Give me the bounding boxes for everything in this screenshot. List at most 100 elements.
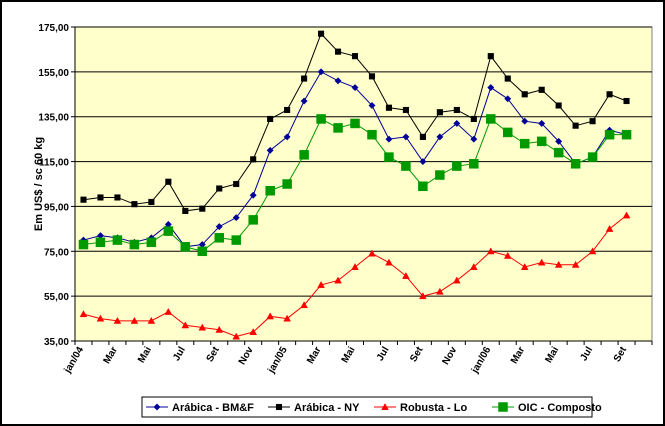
data-point-s3 <box>112 235 123 245</box>
legend-box <box>141 396 593 418</box>
legend-marker-0 <box>153 403 161 411</box>
data-point-s0 <box>419 158 427 166</box>
data-point-s1 <box>351 53 359 60</box>
data-point-s2 <box>317 281 325 288</box>
data-point-s2 <box>605 224 614 232</box>
data-point-s2 <box>554 260 563 268</box>
data-point-s2 <box>334 276 342 284</box>
data-point-s1 <box>216 185 223 192</box>
data-point-s3 <box>604 129 615 140</box>
data-point-s2 <box>588 247 597 255</box>
x-tick-label: jan/06 <box>469 345 493 376</box>
data-point-s0 <box>249 191 257 199</box>
data-point-s3 <box>536 136 547 147</box>
data-point-s1 <box>97 194 104 201</box>
y-tick-label: 35,00 <box>44 337 69 348</box>
data-point-s2 <box>571 260 580 268</box>
x-tick-label: Jul <box>578 345 595 363</box>
data-point-s1 <box>487 53 494 60</box>
data-point-s3 <box>350 118 360 129</box>
legend-label-3: OIC - Composto <box>518 402 602 414</box>
data-point-s2 <box>164 307 173 315</box>
data-point-s0 <box>504 95 512 103</box>
x-tick-label: Mar <box>102 345 120 366</box>
data-point-s1 <box>402 106 409 114</box>
data-point-s3 <box>469 159 479 169</box>
data-point-s0 <box>555 137 563 145</box>
data-point-s2 <box>113 316 122 324</box>
data-point-s1 <box>606 91 613 98</box>
data-point-s0 <box>385 135 393 143</box>
data-point-s3 <box>95 237 106 248</box>
legend-label-1: Arábica - NY <box>294 402 360 414</box>
data-point-s1 <box>114 194 121 201</box>
data-point-s2 <box>147 316 156 324</box>
plot-area <box>74 26 653 342</box>
data-point-s0 <box>368 101 376 110</box>
data-point-s3 <box>333 123 343 133</box>
data-point-s1 <box>148 198 155 205</box>
data-point-s3 <box>180 242 191 252</box>
data-point-s1 <box>521 91 528 98</box>
data-point-s1 <box>318 30 325 37</box>
data-point-s2 <box>96 314 105 322</box>
data-point-s1 <box>538 86 545 93</box>
data-point-s2 <box>368 249 376 257</box>
data-point-s0 <box>470 135 478 143</box>
data-point-s2 <box>486 247 495 255</box>
x-tick-label: jan/04 <box>62 345 86 376</box>
x-tick-label: Mai <box>543 345 561 365</box>
data-point-s3 <box>146 237 157 248</box>
data-point-s1 <box>301 75 308 82</box>
y-tick-label: 75,00 <box>44 247 69 258</box>
data-point-s1 <box>233 180 240 188</box>
data-point-s3 <box>587 152 598 162</box>
data-point-s2 <box>385 258 393 266</box>
data-point-s0 <box>266 146 274 154</box>
data-point-s1 <box>182 207 189 214</box>
data-point-s3 <box>553 147 564 158</box>
data-point-s1 <box>504 75 511 82</box>
y-tick-label: 175,00 <box>38 23 69 34</box>
data-point-s2 <box>130 316 139 324</box>
data-point-s2 <box>266 312 274 320</box>
data-point-s3 <box>78 239 89 250</box>
data-point-s1 <box>199 205 206 212</box>
data-point-s2 <box>469 263 478 270</box>
data-point-s3 <box>519 138 530 149</box>
data-point-s3 <box>163 226 174 236</box>
data-point-s0 <box>402 133 410 141</box>
data-point-s1 <box>334 48 342 55</box>
data-point-s3 <box>570 159 581 169</box>
data-point-s3 <box>231 235 241 245</box>
data-point-s2 <box>351 263 359 270</box>
data-point-s3 <box>401 161 411 171</box>
x-tick-label: Jul <box>375 345 392 363</box>
data-point-s3 <box>214 233 224 243</box>
data-point-s1 <box>419 133 426 140</box>
data-point-s1 <box>470 115 477 123</box>
data-point-s3 <box>621 129 632 140</box>
data-point-s2 <box>436 287 444 295</box>
legend-marker-1 <box>275 403 283 411</box>
data-point-s3 <box>197 246 208 257</box>
data-point-s3 <box>486 114 496 124</box>
legend-label-2: Robusta - Lo <box>400 402 467 414</box>
y-tick-label: 95,00 <box>44 202 69 213</box>
x-tick-label: Set <box>408 344 426 364</box>
data-point-s3 <box>248 215 258 225</box>
x-tick-label: Mai <box>136 345 154 365</box>
data-point-s1 <box>572 122 579 129</box>
data-point-s3 <box>367 129 377 140</box>
data-point-s0 <box>351 84 359 92</box>
data-point-s1 <box>623 97 630 105</box>
data-point-s2 <box>503 251 512 259</box>
data-point-s2 <box>198 323 207 331</box>
x-tick-label: Nov <box>237 345 256 367</box>
data-point-s2 <box>215 325 224 333</box>
data-point-s1 <box>80 196 87 203</box>
data-point-s2 <box>232 332 241 340</box>
data-point-s3 <box>265 185 275 196</box>
